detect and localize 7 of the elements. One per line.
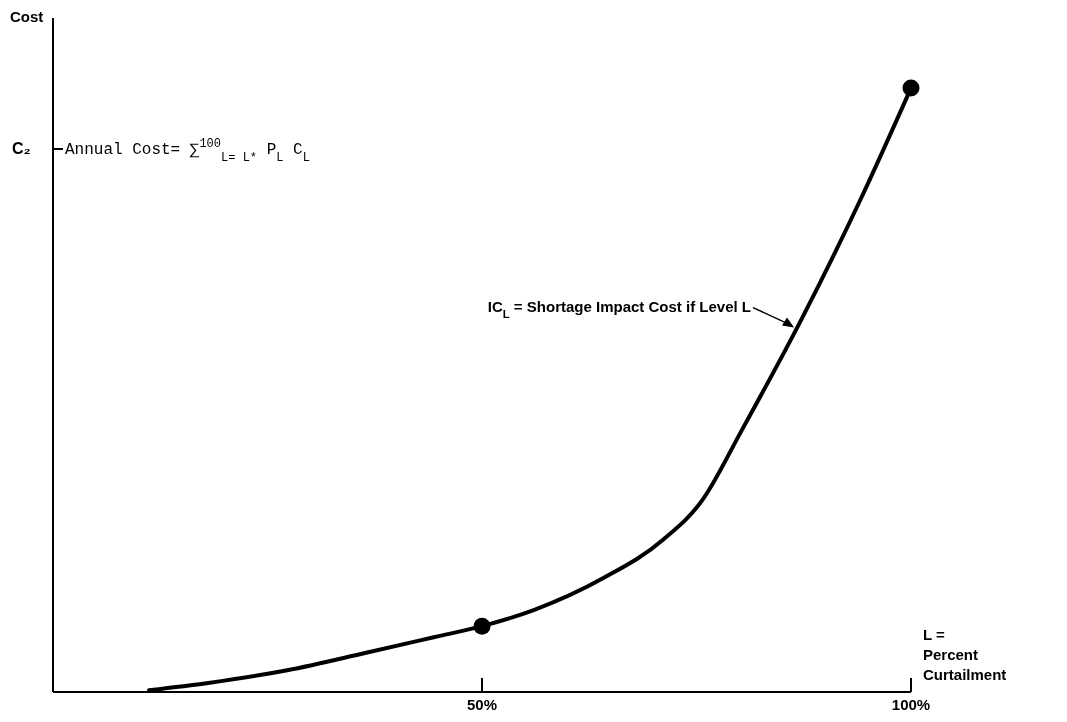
x-axis-title: L = Percent Curtailment bbox=[923, 626, 1007, 683]
annotation: Annual Cost= ∑$^{100}$$_{L= L*}$ P$_{L}$ C$_{L}$ bbox=[65, 137, 310, 165]
x-tick-label: 50% bbox=[466, 696, 498, 713]
x-tick-label: 100% bbox=[891, 696, 931, 713]
y-axis-title: Cost bbox=[10, 8, 44, 25]
annotation: IC$_{L}$ = Shortage Impact Cost if Level L bbox=[487, 297, 752, 320]
text: C₂ bbox=[12, 140, 31, 157]
